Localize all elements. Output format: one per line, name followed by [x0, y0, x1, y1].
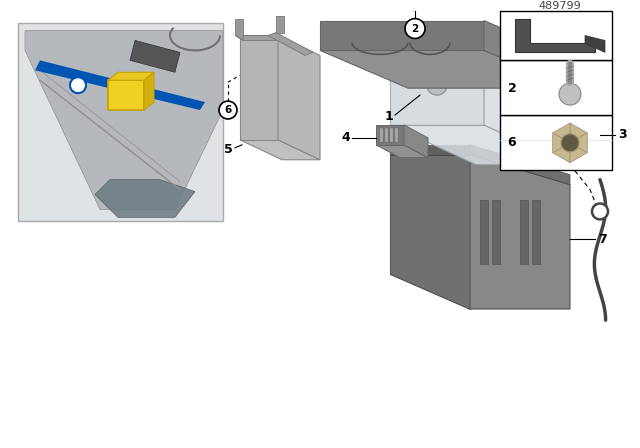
Polygon shape [390, 274, 570, 309]
Polygon shape [144, 72, 154, 110]
Polygon shape [390, 128, 393, 142]
Circle shape [70, 77, 86, 93]
Bar [548, 105, 566, 110]
Polygon shape [235, 35, 278, 40]
Bar [500, 11, 612, 60]
Polygon shape [570, 123, 588, 143]
Bar [18, 22, 223, 221]
Polygon shape [240, 140, 320, 160]
Polygon shape [470, 155, 570, 309]
Polygon shape [108, 72, 154, 80]
Polygon shape [515, 19, 595, 52]
Polygon shape [390, 40, 484, 125]
Polygon shape [35, 60, 205, 110]
Polygon shape [385, 128, 388, 142]
Bar [548, 73, 566, 78]
Polygon shape [390, 155, 470, 309]
Polygon shape [553, 143, 570, 163]
Polygon shape [570, 143, 588, 163]
Polygon shape [470, 145, 570, 185]
Polygon shape [553, 133, 570, 153]
Bar [548, 81, 566, 86]
Text: 1: 1 [384, 111, 393, 124]
Circle shape [405, 19, 425, 39]
Text: 2: 2 [508, 82, 516, 95]
Circle shape [219, 101, 237, 119]
Text: 4: 4 [341, 131, 350, 144]
Polygon shape [276, 16, 284, 33]
Text: 6: 6 [225, 105, 232, 115]
Text: 3: 3 [618, 129, 627, 142]
Polygon shape [484, 21, 572, 88]
Polygon shape [570, 133, 588, 153]
Polygon shape [376, 125, 404, 145]
Polygon shape [320, 21, 484, 51]
Text: 6: 6 [508, 136, 516, 149]
Polygon shape [404, 125, 428, 158]
Polygon shape [480, 199, 488, 264]
Polygon shape [25, 30, 223, 210]
Polygon shape [492, 199, 500, 264]
Circle shape [559, 83, 581, 105]
Bar [548, 89, 566, 94]
Polygon shape [240, 35, 278, 140]
Polygon shape [320, 51, 572, 88]
Polygon shape [585, 35, 605, 52]
Text: 7: 7 [598, 233, 607, 246]
Polygon shape [380, 128, 383, 142]
Polygon shape [390, 145, 470, 155]
Polygon shape [268, 33, 313, 56]
Polygon shape [395, 128, 398, 142]
Circle shape [592, 203, 608, 220]
Text: 2: 2 [412, 24, 419, 34]
Bar [500, 60, 612, 115]
Bar [548, 97, 566, 102]
Bar [500, 115, 612, 170]
Polygon shape [376, 145, 428, 158]
Polygon shape [532, 199, 540, 264]
Polygon shape [130, 40, 180, 72]
Text: 5: 5 [223, 143, 232, 156]
Polygon shape [390, 125, 570, 165]
Polygon shape [484, 40, 570, 165]
Circle shape [427, 75, 447, 95]
Polygon shape [553, 123, 570, 143]
Circle shape [561, 134, 579, 152]
Polygon shape [95, 180, 195, 217]
Polygon shape [520, 199, 528, 264]
Polygon shape [235, 19, 243, 40]
Bar [108, 80, 144, 110]
Polygon shape [278, 35, 320, 160]
Text: 489799: 489799 [539, 0, 581, 11]
